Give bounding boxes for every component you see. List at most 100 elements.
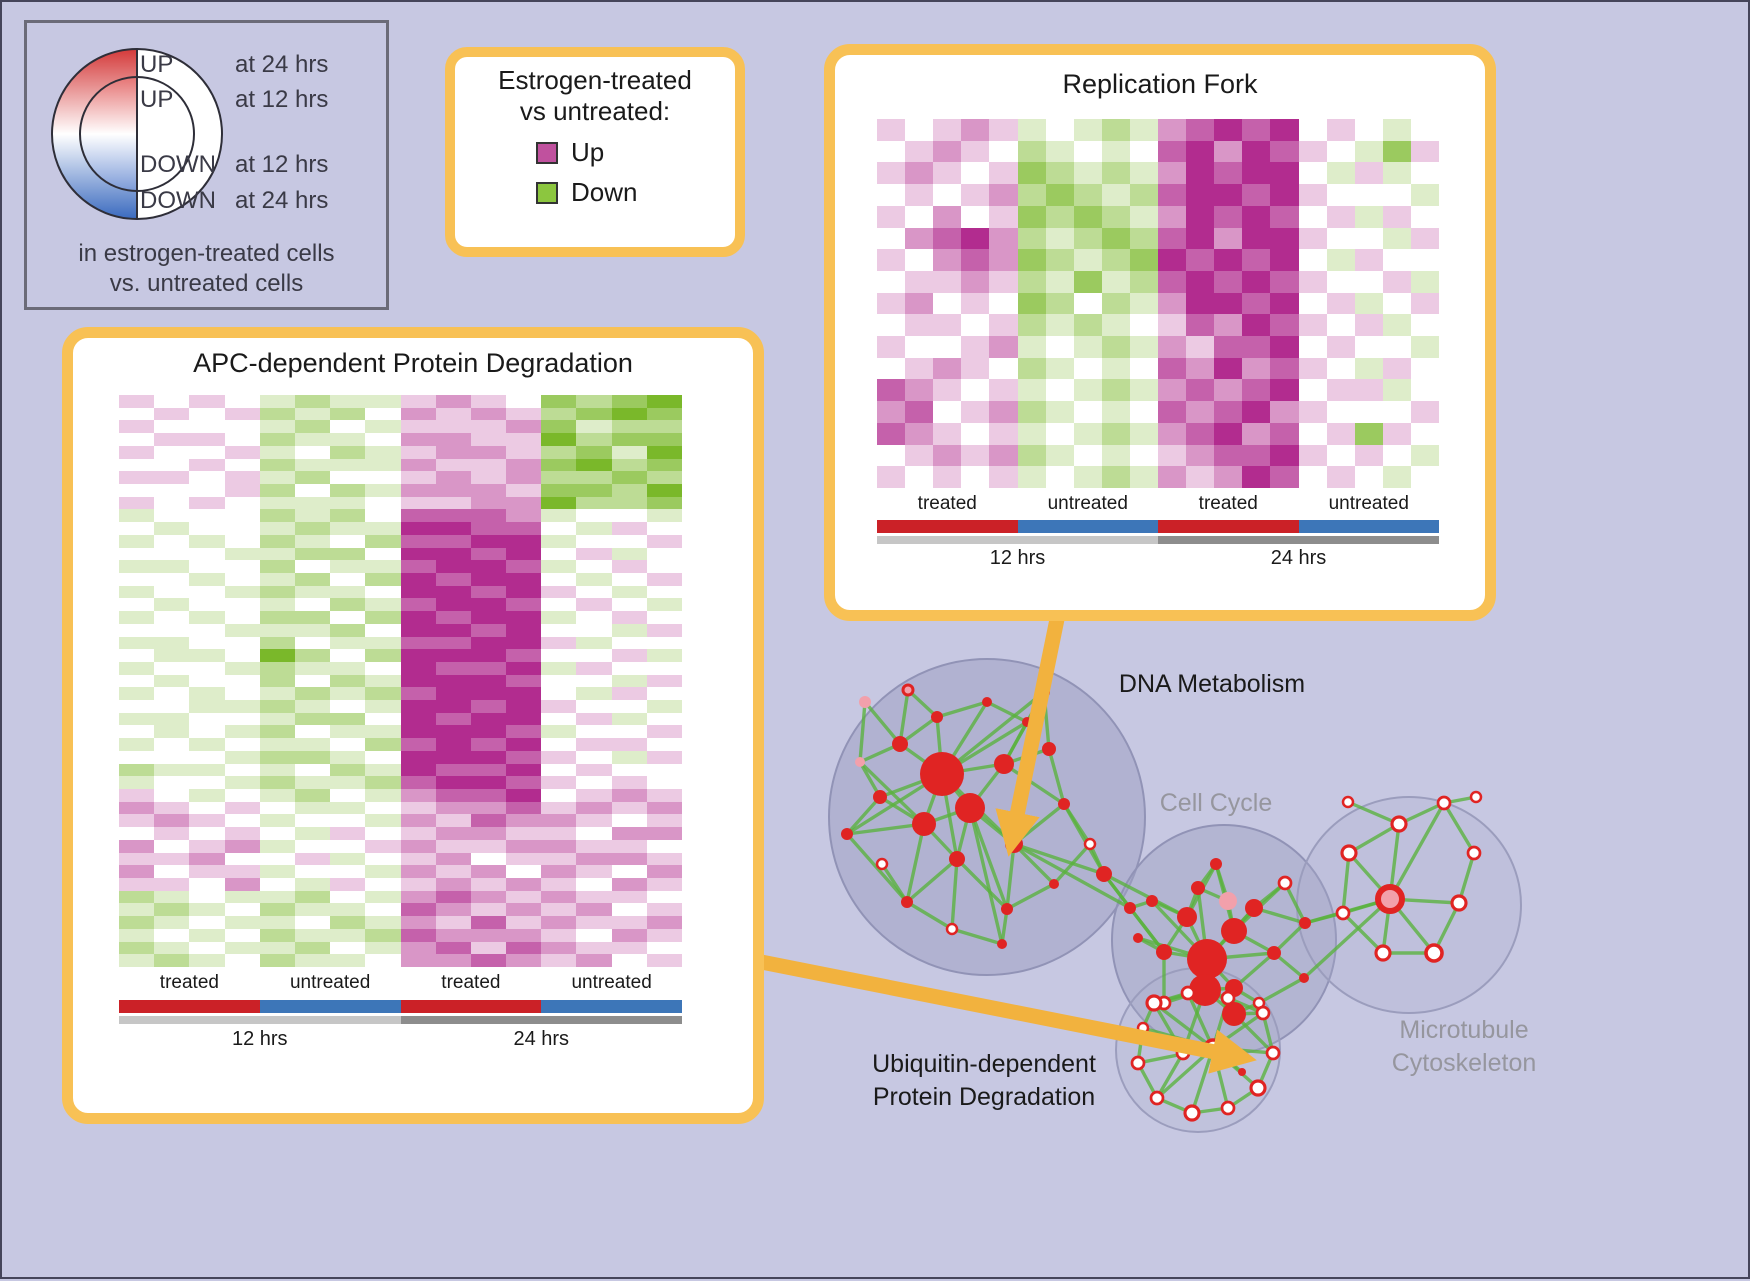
network-edge [950,857,959,931]
network-edge [1232,951,1276,990]
heatmap-cell [1186,249,1215,271]
heatmap-cell [294,407,331,421]
heatmap-cell [365,852,401,866]
heatmap-cell [470,738,507,751]
heatmap-cell [189,458,225,472]
heatmap-cell [189,649,225,662]
heatmap-cell [877,249,906,271]
network-node [1210,858,1222,870]
network-node [1177,907,1197,927]
heatmap-cell [989,401,1018,423]
heatmap-cell [1101,205,1130,228]
heatmap-cell [1045,205,1074,228]
network-node [1189,974,1221,1006]
network-edge [878,795,926,826]
heatmap-cell [189,560,225,573]
heatmap-cell [576,483,612,497]
network-edge [1002,747,1051,766]
heatmap-cell [1214,379,1243,402]
group-label-treated: treated [1198,493,1258,514]
network-edge [858,760,882,799]
heatmap-cell [365,649,401,662]
heatmap-cell [470,954,507,967]
heatmap-cell [905,292,934,315]
heatmap-cell [189,420,225,434]
heatmap-cell [400,852,436,866]
heatmap-cell [1354,466,1383,488]
heatmap-cell [961,140,990,163]
heatmap-cell [119,852,155,866]
heatmap-cell [506,903,542,917]
network-edge [1136,936,1209,961]
heatmap-cell [330,750,366,764]
legend-caption-line2: vs. untreated cells [109,270,304,297]
heatmap-cell [470,674,507,688]
heatmap-cell [1382,227,1411,250]
network-node [1038,686,1050,698]
heatmap-cell [541,814,577,828]
direction-label: DOWN [140,187,216,214]
heatmap-cell [294,827,331,840]
network-node [859,696,871,708]
heatmap-cell [1045,422,1074,445]
heatmap-cell [1326,184,1355,206]
heatmap-cell [646,420,682,434]
heatmap-cell [611,839,647,853]
heatmap-cell [611,916,647,929]
heatmap-cell [470,712,507,726]
heatmap-cell [1073,401,1102,423]
heatmap-cell [470,661,507,675]
heatmap-cell [1270,336,1299,358]
inner-ring-gradient [80,77,137,191]
heatmap-cell [330,420,366,434]
heatmap-cell [154,700,190,713]
heatmap-cell [294,801,331,815]
heatmap-cell [189,445,225,459]
network-node [1163,1038,1171,1046]
heatmap-cell [1298,162,1327,185]
network-edge [1012,842,1106,876]
network-edge [1102,872,1166,954]
heatmap-cell [1158,379,1187,402]
heatmap-cell [294,763,331,777]
heatmap-cell [470,407,507,421]
heatmap-cell [905,119,934,141]
heatmap-cell [1298,336,1327,358]
heatmap-cell [1129,249,1158,271]
network-edge [1232,1012,1275,1055]
heatmap-cell [119,738,155,751]
heatmap-cell [154,750,190,764]
heatmap-cell [541,496,577,510]
heatmap-cell [1410,336,1439,358]
heatmap-cell [506,407,542,421]
heatmap-cell [119,636,155,650]
heatmap-cell [541,750,577,764]
heatmap-cell [119,954,155,967]
network-edge [968,806,1016,846]
network-edge [1203,988,1230,1000]
heatmap-cell [259,789,295,802]
network-edge [1211,1046,1230,1110]
network-edge [1088,842,1106,876]
heatmap-cell [400,687,436,701]
cluster-ellipse [1111,824,1337,1056]
heatmap-cell [646,954,682,967]
heatmap-cell [400,560,436,573]
heatmap-cell [224,878,260,891]
network-edge [905,900,954,931]
network-edge [940,690,1046,776]
heatmap-cell [1129,292,1158,315]
heatmap-cell [1186,119,1215,141]
heatmap-cell [933,314,962,337]
heatmap-cell [877,292,906,315]
network-edge [858,760,926,826]
heatmap-cell [506,954,542,967]
color-key-title-line2: vs untreated: [519,96,671,126]
heatmap-cell [154,954,190,967]
heatmap-cell [1129,205,1158,228]
heatmap-cell [961,249,990,271]
heatmap-cell [189,661,225,675]
network-node [1096,866,1112,882]
heatmap-cell [506,471,542,484]
heatmap-cell [1158,140,1187,163]
